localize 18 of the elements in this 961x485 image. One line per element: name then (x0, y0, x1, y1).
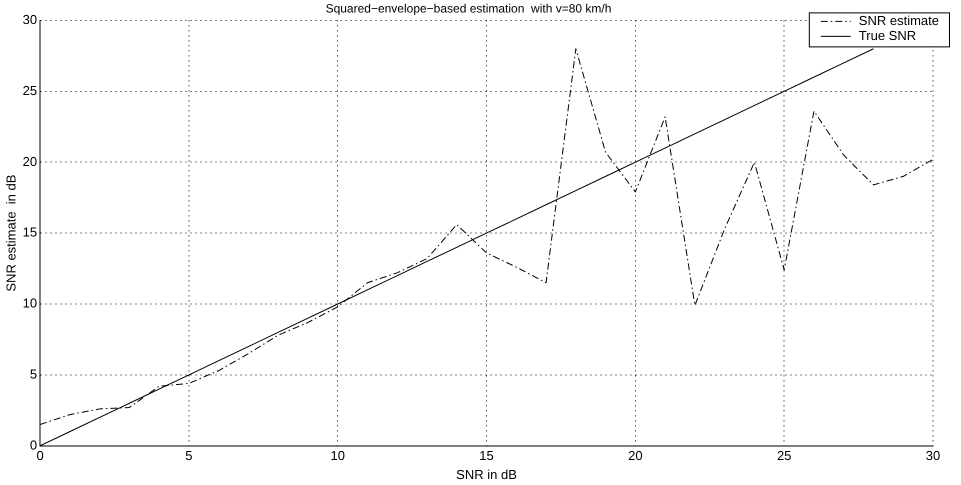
x-tick-label: 30 (926, 448, 940, 464)
y-tick-label: 5 (30, 366, 38, 382)
x-tick-label: 10 (330, 448, 345, 464)
x-axis-title: SNR in dB (456, 466, 517, 482)
x-tick-label: 20 (628, 448, 643, 464)
y-tick-label: 25 (22, 82, 38, 98)
y-tick-label: 15 (22, 224, 38, 240)
y-tick-label: 20 (22, 154, 38, 169)
chart-title: Squared−envelope−based estimation with v=80 km/h (326, 2, 612, 16)
y-tick-label: 0 (30, 437, 38, 452)
x-tick-label: 15 (479, 448, 494, 464)
legend-label: SNR estimate (858, 12, 940, 28)
y-tick-label: 30 (22, 12, 38, 27)
x-tick-label: 5 (185, 448, 192, 464)
y-tick-label: 10 (22, 296, 38, 311)
y-axis-title: SNR estimate in dB (3, 174, 18, 292)
x-tick-label: 25 (776, 448, 792, 464)
legend-label: True SNR (858, 28, 916, 43)
